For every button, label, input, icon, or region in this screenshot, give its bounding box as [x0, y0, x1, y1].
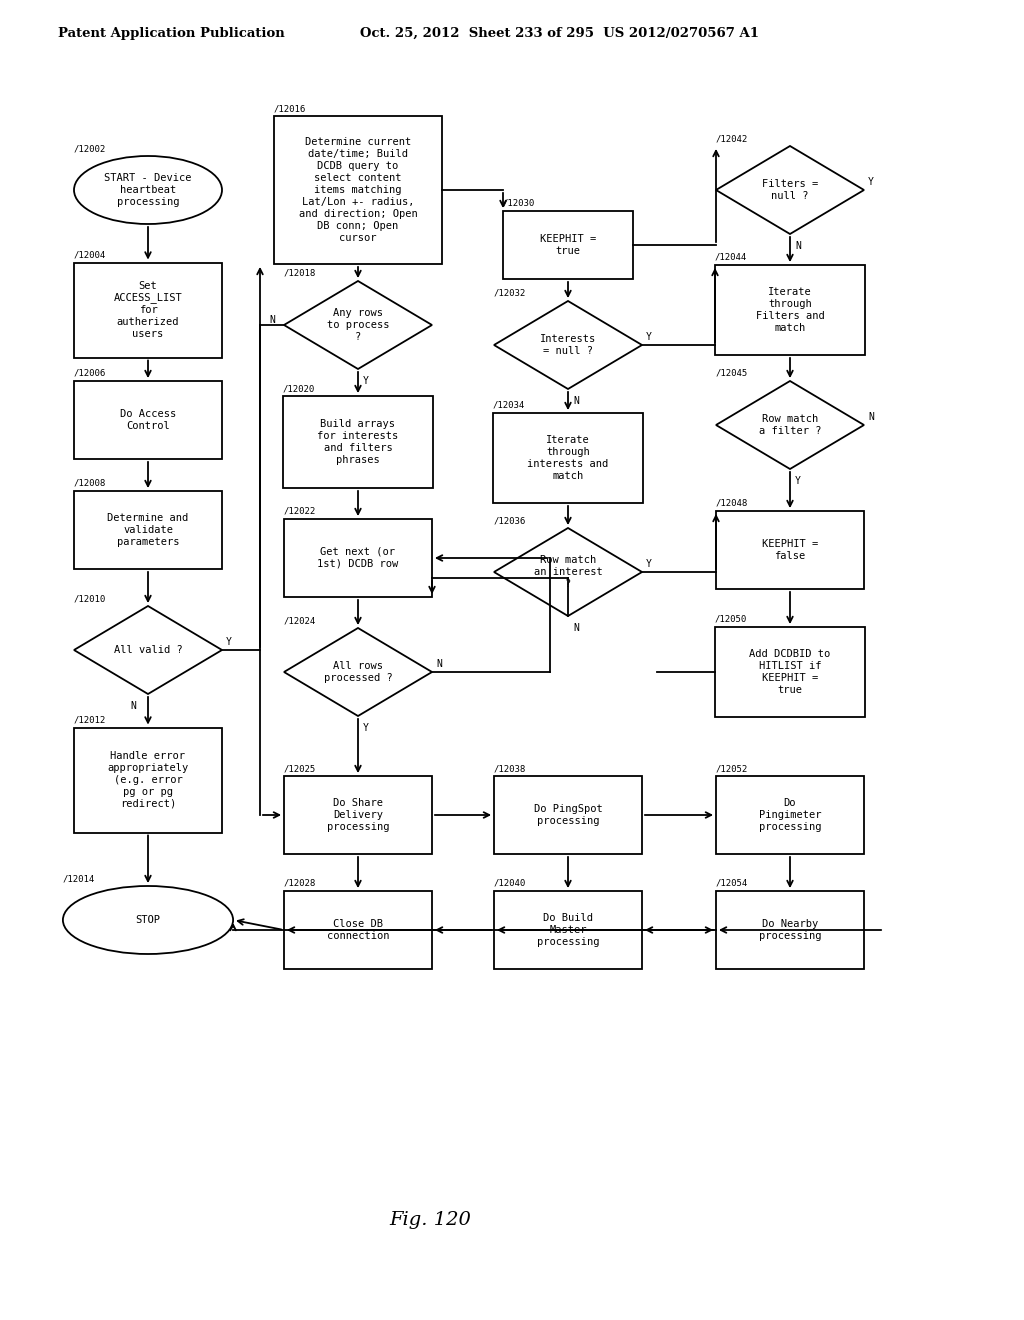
FancyBboxPatch shape [74, 263, 222, 358]
Text: /12020: /12020 [283, 384, 315, 393]
Polygon shape [284, 628, 432, 715]
Polygon shape [716, 381, 864, 469]
Text: N: N [573, 396, 579, 407]
Text: N: N [130, 701, 136, 711]
Text: /12036: /12036 [494, 516, 526, 525]
FancyBboxPatch shape [715, 627, 865, 717]
FancyBboxPatch shape [74, 491, 222, 569]
Text: KEEPHIT =
false: KEEPHIT = false [762, 539, 818, 561]
FancyBboxPatch shape [494, 891, 642, 969]
Text: All rows
processed ?: All rows processed ? [324, 661, 392, 682]
FancyBboxPatch shape [284, 891, 432, 969]
Text: Do
Pingimeter
processing: Do Pingimeter processing [759, 799, 821, 832]
FancyBboxPatch shape [74, 381, 222, 459]
Text: /12042: /12042 [716, 135, 749, 143]
Text: /12024: /12024 [284, 616, 316, 624]
Text: KEEPHIT =
true: KEEPHIT = true [540, 234, 596, 256]
Text: /12004: /12004 [74, 251, 106, 260]
Ellipse shape [62, 886, 233, 954]
Text: STOP: STOP [135, 915, 161, 925]
FancyBboxPatch shape [283, 396, 433, 488]
FancyBboxPatch shape [716, 511, 864, 589]
Text: Interests
= null ?: Interests = null ? [540, 334, 596, 356]
Text: Do Access
Control: Do Access Control [120, 409, 176, 432]
Text: Patent Application Publication: Patent Application Publication [58, 26, 285, 40]
Text: Close DB
connection: Close DB connection [327, 919, 389, 941]
Text: Handle error
appropriately
(e.g. error
pg or pg
redirect): Handle error appropriately (e.g. error p… [108, 751, 188, 809]
Text: /12016: /12016 [274, 104, 306, 114]
Text: Y: Y [646, 333, 652, 342]
Text: /12025: /12025 [284, 764, 316, 774]
Text: Determine and
validate
parameters: Determine and validate parameters [108, 513, 188, 546]
Text: Get next (or
1st) DCDB row: Get next (or 1st) DCDB row [317, 546, 398, 569]
FancyBboxPatch shape [716, 776, 864, 854]
Text: N: N [795, 242, 801, 251]
Text: /12050: /12050 [715, 615, 748, 624]
FancyBboxPatch shape [274, 116, 442, 264]
Text: /12012: /12012 [74, 715, 106, 725]
Text: N: N [436, 659, 442, 669]
Text: Do Share
Delivery
processing: Do Share Delivery processing [327, 799, 389, 832]
Text: All valid ?: All valid ? [114, 645, 182, 655]
Text: /12022: /12022 [284, 507, 316, 516]
Polygon shape [716, 147, 864, 234]
Text: Do Nearby
processing: Do Nearby processing [759, 919, 821, 941]
Text: Iterate
through
interests and
match: Iterate through interests and match [527, 436, 608, 480]
Text: /12030: /12030 [503, 199, 536, 209]
Text: Determine current
date/time; Build
DCDB query to
select content
items matching
L: Determine current date/time; Build DCDB … [299, 137, 418, 243]
Text: /12040: /12040 [494, 879, 526, 888]
Polygon shape [494, 301, 642, 389]
Text: Row match
an interest
?: Row match an interest ? [534, 554, 602, 589]
Text: Do Build
Master
processing: Do Build Master processing [537, 913, 599, 946]
Text: Any rows
to process
?: Any rows to process ? [327, 308, 389, 342]
Text: Oct. 25, 2012  Sheet 233 of 295  US 2012/0270567 A1: Oct. 25, 2012 Sheet 233 of 295 US 2012/0… [360, 26, 759, 40]
Polygon shape [494, 528, 642, 616]
Text: Fig. 120: Fig. 120 [389, 1210, 471, 1229]
Text: Set
ACCESS_LIST
for
autherized
users: Set ACCESS_LIST for autherized users [114, 281, 182, 339]
Text: Add DCDBID to
HITLIST if
KEEPHIT =
true: Add DCDBID to HITLIST if KEEPHIT = true [750, 649, 830, 696]
Text: Filters =
null ?: Filters = null ? [762, 180, 818, 201]
Text: N: N [573, 623, 579, 634]
Text: Build arrays
for interests
and filters
phrases: Build arrays for interests and filters p… [317, 418, 398, 465]
FancyBboxPatch shape [715, 265, 865, 355]
Text: /12032: /12032 [494, 289, 526, 298]
Text: Y: Y [226, 638, 231, 647]
FancyBboxPatch shape [74, 727, 222, 833]
Text: /12044: /12044 [715, 253, 748, 261]
Text: Do PingSpot
processing: Do PingSpot processing [534, 804, 602, 826]
Ellipse shape [74, 156, 222, 224]
Text: /12008: /12008 [74, 479, 106, 488]
FancyBboxPatch shape [284, 776, 432, 854]
Text: Iterate
through
Filters and
match: Iterate through Filters and match [756, 286, 824, 333]
FancyBboxPatch shape [716, 891, 864, 969]
Text: Y: Y [646, 558, 652, 569]
FancyBboxPatch shape [493, 413, 643, 503]
Text: /12048: /12048 [716, 499, 749, 508]
Text: /12014: /12014 [62, 874, 95, 883]
FancyBboxPatch shape [503, 211, 633, 279]
Text: /12002: /12002 [74, 144, 106, 153]
Text: Y: Y [868, 177, 873, 187]
FancyBboxPatch shape [284, 519, 432, 597]
Polygon shape [74, 606, 222, 694]
Text: /12054: /12054 [716, 879, 749, 888]
Text: N: N [269, 315, 274, 325]
Text: /12006: /12006 [74, 370, 106, 378]
Text: /12034: /12034 [493, 401, 525, 411]
Text: /12028: /12028 [284, 879, 316, 888]
Text: Y: Y [362, 376, 369, 385]
Text: /12038: /12038 [494, 764, 526, 774]
Text: START - Device
heartbeat
processing: START - Device heartbeat processing [104, 173, 191, 207]
Text: /12045: /12045 [716, 370, 749, 378]
Text: /12010: /12010 [74, 594, 106, 603]
Text: /12052: /12052 [716, 764, 749, 774]
Text: /12018: /12018 [284, 269, 316, 279]
Polygon shape [284, 281, 432, 370]
Text: Y: Y [795, 477, 801, 486]
Text: Y: Y [362, 723, 369, 733]
Text: N: N [868, 412, 873, 422]
Text: Row match
a filter ?: Row match a filter ? [759, 414, 821, 436]
FancyBboxPatch shape [494, 776, 642, 854]
